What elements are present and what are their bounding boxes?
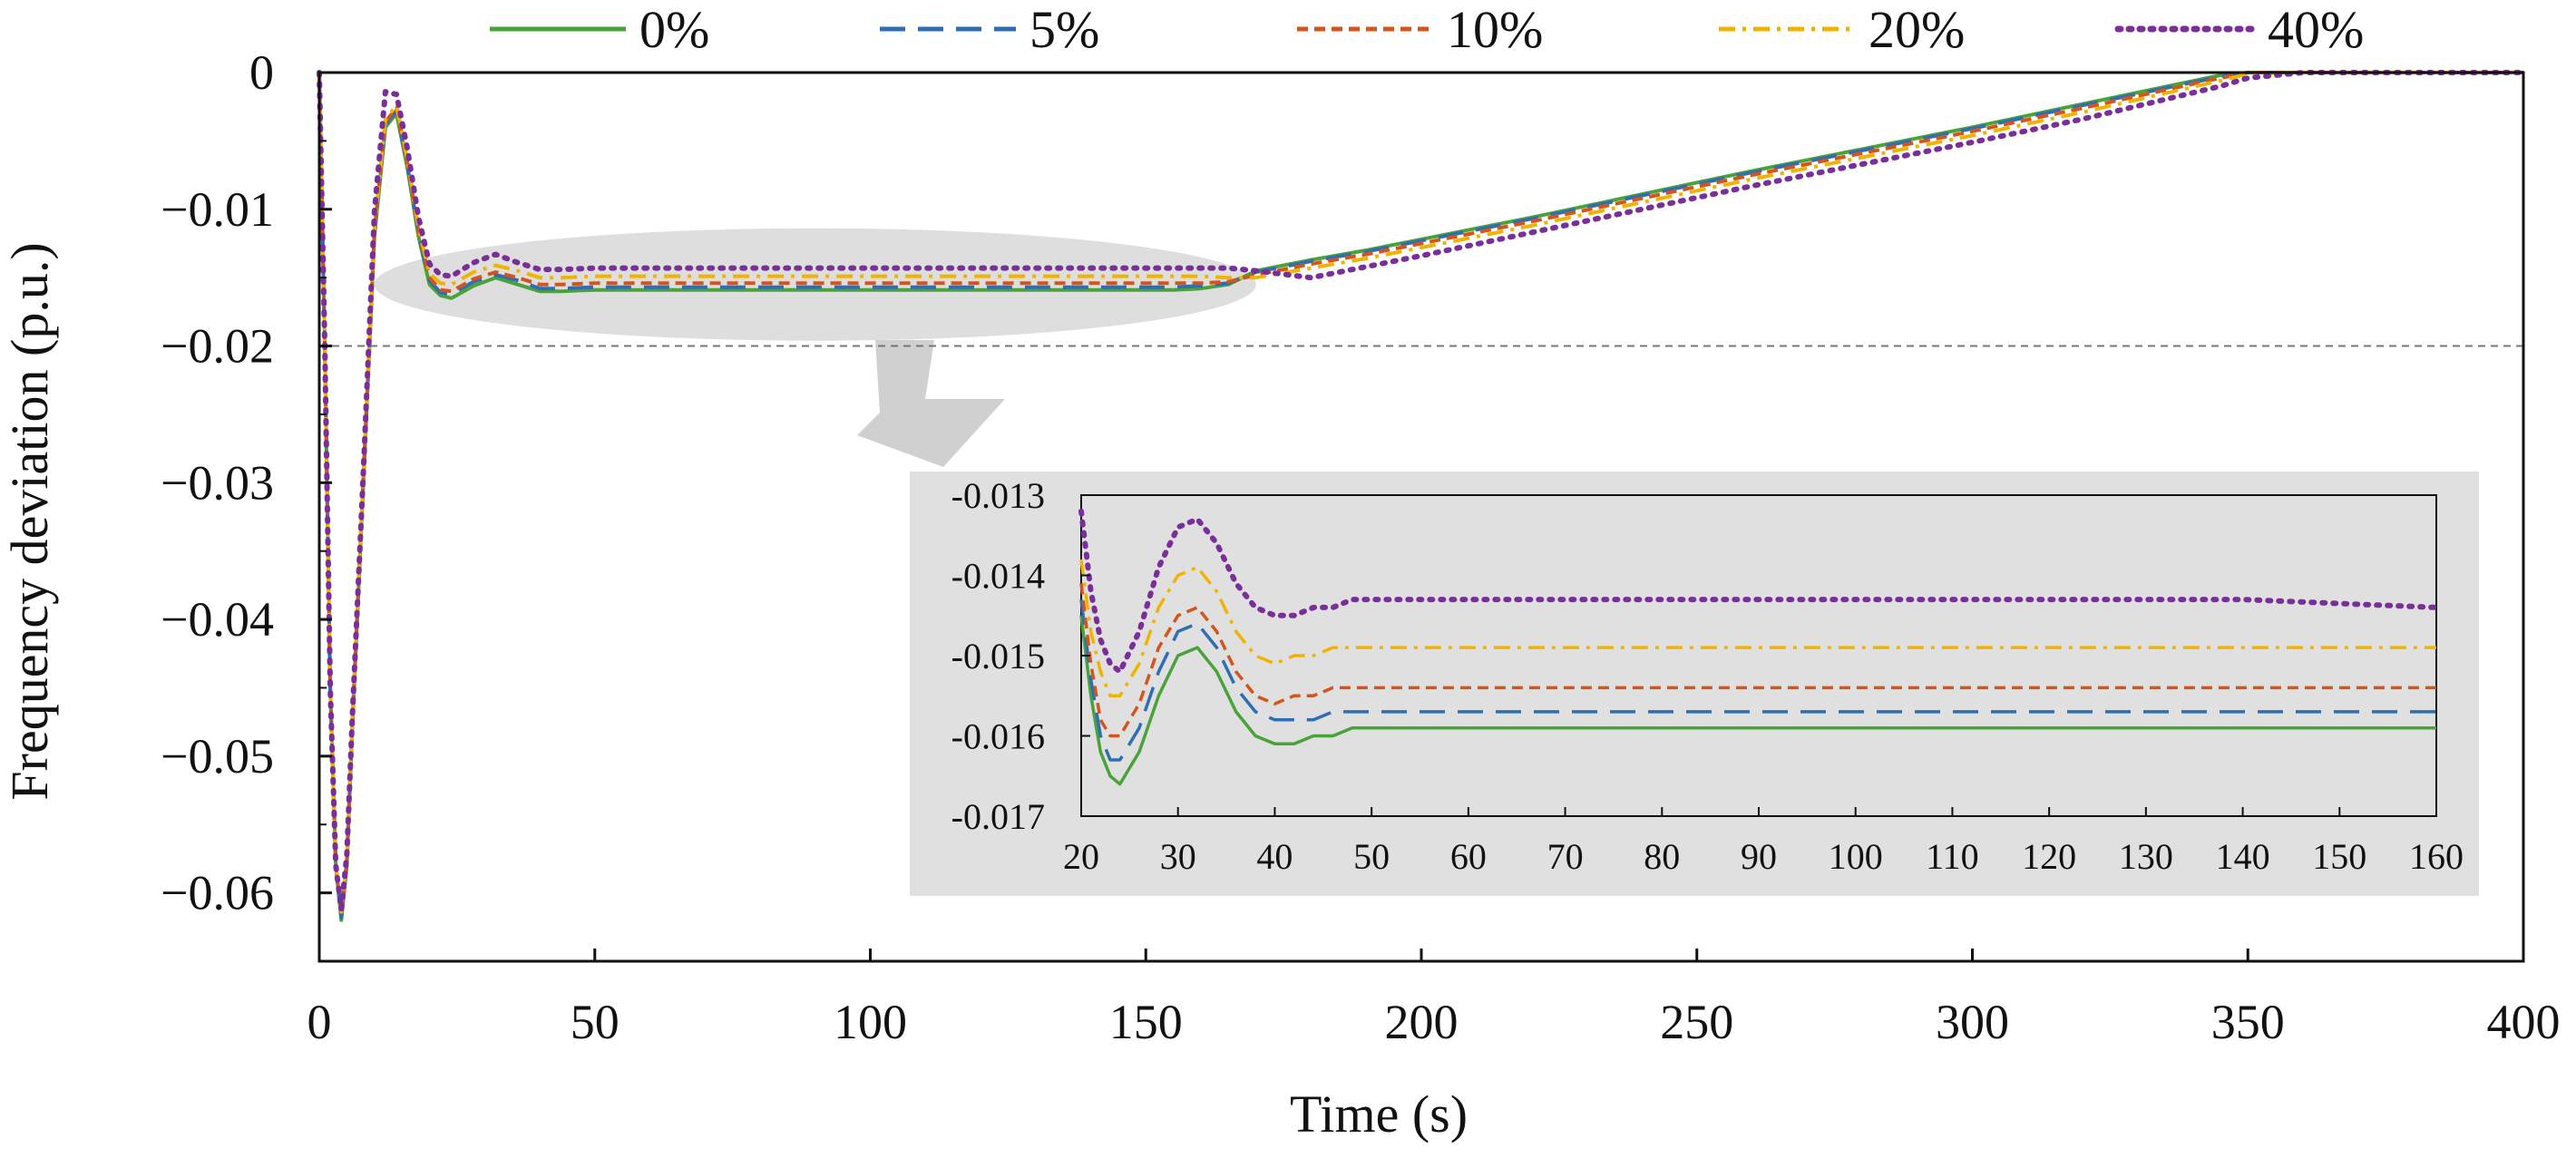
inset-x-tick-label: 60 <box>1450 836 1487 877</box>
legend: 0% 5% 10% 20% 40% <box>490 0 2364 59</box>
inset-x-tick-label: 30 <box>1160 836 1196 877</box>
inset-series-line-40pct <box>1078 508 2439 675</box>
inset-x-tick-label: 50 <box>1353 836 1390 877</box>
y-tick-label: −0.06 <box>161 866 274 920</box>
x-tick-label: 50 <box>571 995 620 1049</box>
inset-x-tick-label: 160 <box>2409 836 2464 877</box>
legend-label: 40% <box>2268 0 2364 59</box>
x-tick-label: 300 <box>1936 995 2009 1049</box>
inset-series-line-0pct <box>1079 615 2436 786</box>
main-axes: 0 50 100 150 200 250 300 350 400 0 −0.01 −0.02 −0.03… <box>161 45 2560 1049</box>
x-tick-label: 0 <box>307 995 332 1049</box>
legend-label: 20% <box>1869 0 1965 59</box>
x-tick-label: 350 <box>2211 995 2285 1049</box>
zoom-arrow <box>857 340 1005 467</box>
legend-label: 0% <box>639 0 709 59</box>
inset-chart: 20 30 40 50 60 70 80 90 100 110 120 130 140 150 160 -0.… <box>910 472 2479 896</box>
inset-x-tick-label: 110 <box>1926 836 1979 877</box>
legend-label: 10% <box>1447 0 1543 59</box>
x-tick-label: 150 <box>1109 995 1183 1049</box>
inset-x-tick-label: 100 <box>1829 836 1883 877</box>
series-line-5pct <box>317 71 2523 920</box>
inset-y-tick-label: -0.016 <box>951 716 1045 757</box>
y-tick-label: −0.04 <box>161 592 274 647</box>
inset-x-tick-label: 130 <box>2119 836 2173 877</box>
inset-x-tick-label: 20 <box>1063 836 1099 877</box>
inset-x-tick-label: 40 <box>1256 836 1293 877</box>
series-line-40pct <box>317 70 2526 912</box>
inset-x-tick-label: 80 <box>1644 836 1680 877</box>
inset-x-tick-label: 90 <box>1741 836 1777 877</box>
inset-series-line-5pct <box>1079 598 2436 762</box>
main-series-layer <box>317 70 2526 922</box>
inset-y-tick-label: -0.017 <box>951 796 1045 837</box>
inset-frame <box>1080 494 2437 817</box>
x-tick-label: 100 <box>834 995 907 1049</box>
y-tick-label: −0.02 <box>161 319 274 374</box>
inset-x-tick-label: 140 <box>2216 836 2270 877</box>
inset-x-tick-label: 120 <box>2022 836 2076 877</box>
y-tick-label: −0.01 <box>161 182 274 237</box>
x-tick-label: 250 <box>1660 995 1733 1049</box>
inset-x-tick-label: 70 <box>1547 836 1584 877</box>
y-tick-label: 0 <box>249 45 274 100</box>
inset-series-line-10pct <box>1079 583 2436 738</box>
inset-y-tick-label: -0.014 <box>951 556 1045 597</box>
inset-y-tick-label: -0.013 <box>951 475 1045 516</box>
inset-x-tick-label: 150 <box>2312 836 2366 877</box>
legend-label: 5% <box>1029 0 1099 59</box>
x-tick-label: 400 <box>2487 995 2561 1049</box>
x-axis-title: Time (s) <box>1290 1085 1468 1143</box>
inset-y-tick-label: -0.015 <box>951 636 1045 676</box>
y-tick-label: −0.03 <box>161 455 274 510</box>
y-tick-label: −0.05 <box>161 729 274 783</box>
y-axis-title: Frequency deviation (p.u.) <box>0 242 59 800</box>
x-tick-label: 200 <box>1385 995 1459 1049</box>
